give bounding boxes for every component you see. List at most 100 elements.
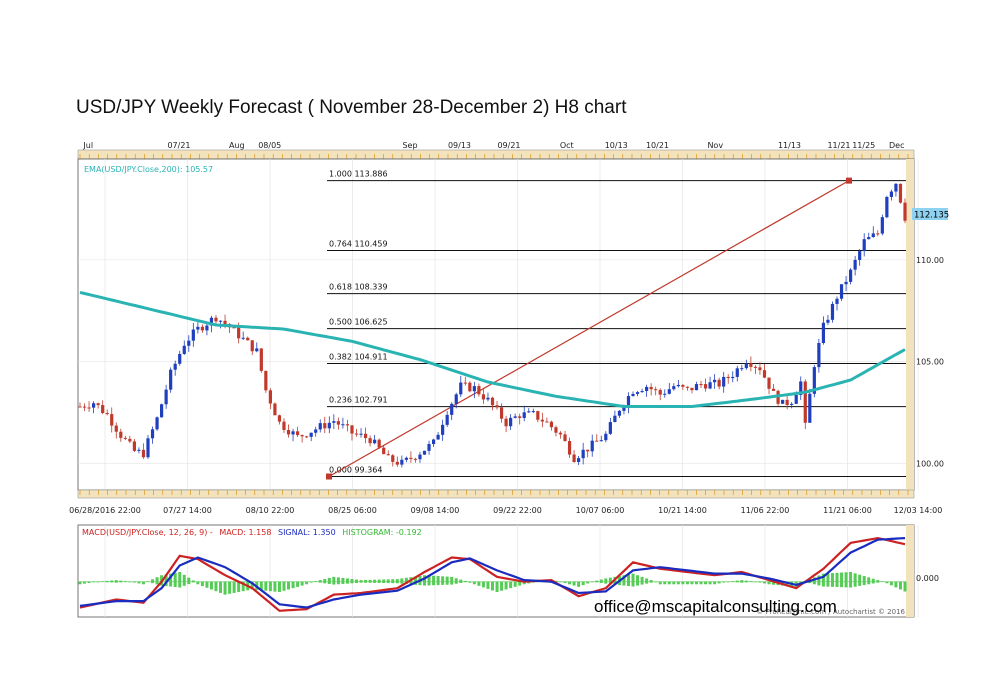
copyright-label: © ProRealTime.com / Autochartist © 2016 (756, 608, 905, 616)
histogram-bar (753, 581, 757, 583)
candle-body (205, 325, 209, 331)
histogram-bar (228, 581, 232, 594)
page-title: USD/JPY Weekly Forecast ( November 28-De… (76, 97, 627, 118)
histogram-bar (87, 581, 91, 583)
histogram-bar (658, 581, 662, 585)
top-date-label: Oct (560, 141, 574, 150)
candle-body (862, 239, 866, 252)
candle-body (549, 421, 554, 428)
candle-body (876, 233, 880, 235)
histogram-bar (182, 574, 186, 586)
histogram-value-label: HISTOGRAM: -0.192 (342, 528, 421, 537)
candle-body (196, 326, 200, 330)
candle-body (803, 381, 807, 423)
candle-body (200, 326, 204, 331)
histogram-bar (300, 581, 304, 586)
histogram-bar (491, 581, 494, 591)
top-date-label: Aug (229, 141, 245, 150)
fib-level-label: 0.236 102.791 (329, 396, 388, 405)
histogram-bar (105, 580, 109, 583)
histogram-bar (205, 581, 209, 588)
candle-body (504, 418, 508, 427)
histogram-bar (155, 577, 159, 585)
histogram-bar (219, 581, 223, 593)
macd-title: MACD(USD/JPY.Close, 12, 26, 9) - (82, 528, 213, 537)
candle-body (413, 458, 418, 460)
candle-body (749, 363, 753, 367)
candle-body (608, 422, 612, 434)
candle-body (613, 415, 617, 423)
candle-body (282, 421, 286, 430)
histogram-bar (119, 580, 123, 583)
histogram-bar (840, 572, 844, 588)
candle-body (509, 417, 513, 427)
bottom-date-labels: 06/28/2016 22:00 07/27 14:00 08/10 22:00 08… (69, 506, 942, 515)
candle-body (150, 429, 155, 439)
histogram-bar (708, 581, 712, 585)
bottom-date-label: 10/21 14:00 (658, 506, 707, 515)
histogram-bar (640, 576, 644, 585)
histogram-bar (364, 579, 368, 583)
histogram-bar (305, 581, 309, 585)
histogram-bar (572, 581, 576, 586)
fib-level-label: 0.000 99.364 (329, 466, 382, 475)
fib-level-label: 0.382 104.911 (329, 352, 388, 361)
histogram-bar (273, 581, 277, 592)
candle-body (835, 298, 839, 304)
histogram-bar (645, 578, 649, 584)
candle-body (291, 431, 295, 435)
contact-email: office@mscapitalconsulting.com (594, 597, 837, 616)
candle-body (490, 397, 495, 406)
bottom-date-label: 08/25 06:00 (328, 506, 377, 515)
candle-body (422, 450, 427, 455)
histogram-bar (472, 581, 476, 585)
candle-body (300, 435, 304, 437)
bottom-date-label: 07/27 14:00 (163, 506, 212, 515)
histogram-bar (355, 579, 359, 583)
price-panel (77, 158, 915, 491)
bottom-date-ticks (79, 490, 909, 495)
candle-body (640, 391, 644, 393)
histogram-bar (885, 581, 889, 584)
macd-axis-label: 0.000 (916, 574, 939, 583)
candle-body (173, 363, 177, 370)
histogram-bar (309, 581, 313, 583)
histogram-bar (468, 581, 472, 583)
bottom-date-label: 06/28/2016 22:00 (69, 506, 141, 515)
top-date-label: 11/13 (778, 141, 801, 150)
candle-body (880, 217, 884, 234)
candle-body (159, 404, 164, 418)
candle-body (867, 237, 871, 240)
candle-body (327, 422, 331, 429)
histogram-bar (395, 579, 399, 584)
candle-body (531, 411, 535, 413)
candle-body (554, 427, 558, 433)
candle-body (350, 425, 354, 434)
histogram-bar (608, 577, 612, 585)
histogram-bar (853, 573, 857, 587)
histogram-bar (676, 581, 680, 585)
histogram-bar (413, 576, 417, 585)
histogram-bar (826, 573, 830, 587)
candle-body (781, 399, 785, 404)
candle-body (572, 454, 576, 462)
macd-axis (906, 525, 914, 617)
histogram-bar (663, 581, 667, 585)
candle-body (309, 432, 313, 437)
candle-body (314, 429, 318, 433)
candle-body (577, 458, 581, 462)
candle-body (635, 392, 640, 394)
candle-body (119, 431, 123, 438)
histogram-bar (178, 572, 182, 588)
histogram-bar (327, 577, 331, 584)
bottom-date-label: 10/07 06:00 (576, 506, 625, 515)
candle-body (839, 284, 844, 299)
price-axis-label: 100.00 (916, 460, 944, 469)
histogram-bar (345, 578, 349, 584)
histogram-bar (141, 581, 145, 585)
candle-body (563, 434, 567, 442)
histogram-bar (577, 581, 581, 587)
bottom-date-label: 09/22 22:00 (493, 506, 542, 515)
fib-anchor-start (326, 473, 332, 480)
histogram-bar (681, 581, 685, 585)
